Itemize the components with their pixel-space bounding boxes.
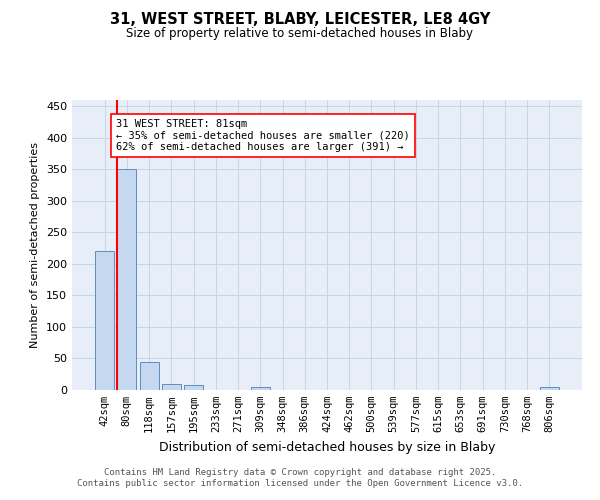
Bar: [540, 388, 559, 390]
Text: Contains HM Land Registry data © Crown copyright and database right 2025.
Contai: Contains HM Land Registry data © Crown c…: [77, 468, 523, 487]
Bar: [95, 252, 114, 390]
Text: Size of property relative to semi-detached houses in Blaby: Size of property relative to semi-detach…: [127, 28, 473, 40]
X-axis label: Distribution of semi-detached houses by size in Blaby: Distribution of semi-detached houses by …: [159, 440, 495, 454]
Text: 31, WEST STREET, BLABY, LEICESTER, LE8 4GY: 31, WEST STREET, BLABY, LEICESTER, LE8 4…: [110, 12, 490, 28]
Bar: [118, 170, 136, 390]
Bar: [140, 362, 158, 390]
Y-axis label: Number of semi-detached properties: Number of semi-detached properties: [31, 142, 40, 348]
Bar: [251, 388, 270, 390]
Text: 31 WEST STREET: 81sqm
← 35% of semi-detached houses are smaller (220)
62% of sem: 31 WEST STREET: 81sqm ← 35% of semi-deta…: [116, 119, 410, 152]
Bar: [162, 384, 181, 390]
Bar: [184, 385, 203, 390]
